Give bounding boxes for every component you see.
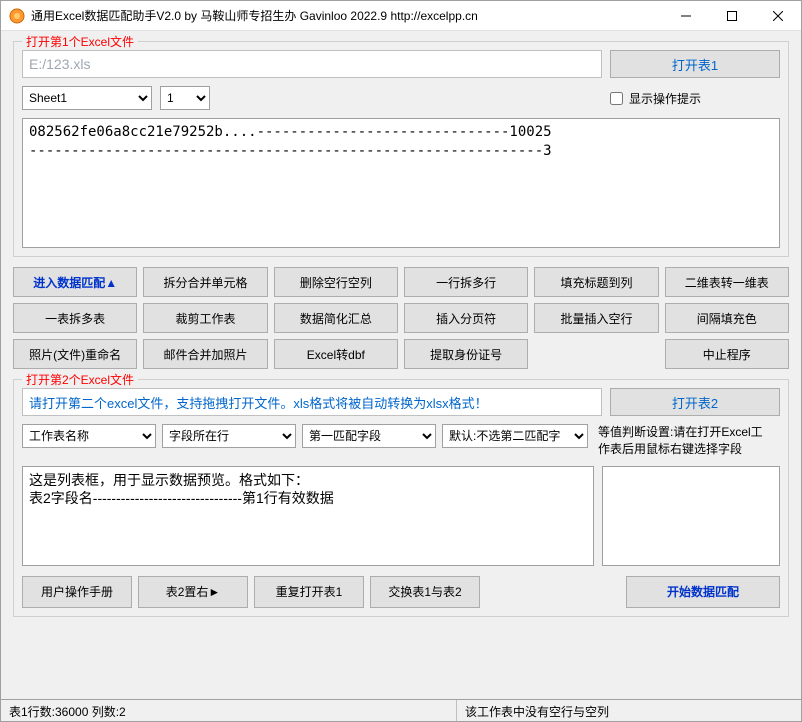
show-hint-label: 显示操作提示 [629,90,701,107]
table2-preview[interactable]: 这是列表框，用于显示数据预览。格式如下： 表2字段名--------------… [22,466,594,566]
tool-button[interactable]: 拆分合并单元格 [143,267,267,297]
window-title: 通用Excel数据匹配助手V2.0 by 马鞍山师专招生办 Gavinloo 2… [31,7,663,24]
file1-path-input[interactable] [22,50,602,78]
legend-1: 打开第1个Excel文件 [22,33,138,50]
tool-button[interactable]: 批量插入空行 [534,303,658,333]
content-area: 打开第1个Excel文件 打开表1 Sheet1 1 显示操作提示 082562… [1,31,801,699]
reopen-table1-button[interactable]: 重复打开表1 [254,576,364,608]
tool-button[interactable]: 间隔填充色 [665,303,789,333]
statusbar: 表1行数:36000 列数:2 该工作表中没有空行与空列 [1,699,801,721]
status-left: 表1行数:36000 列数:2 [1,700,457,721]
equality-note: 等值判断设置:请在打开Excel工作表后用鼠标右键选择字段 [594,424,772,458]
second-match-field-select[interactable]: 默认:不选第二匹配字 [442,424,588,448]
table1-preview[interactable]: 082562fe06a8cc21e79252b....-------------… [22,118,780,248]
app-window: 通用Excel数据匹配助手V2.0 by 马鞍山师专招生办 Gavinloo 2… [0,0,802,722]
status-right: 该工作表中没有空行与空列 [457,700,801,721]
tool-button[interactable]: Excel转dbf [274,339,398,369]
tool-button[interactable]: 进入数据匹配▲ [13,267,137,297]
tool-button[interactable]: 照片(文件)重命名 [13,339,137,369]
swap-tables-button[interactable]: 交换表1与表2 [370,576,480,608]
user-manual-button[interactable]: 用户操作手册 [22,576,132,608]
tool-button[interactable]: 一表拆多表 [13,303,137,333]
show-hint-checkbox[interactable] [610,92,623,105]
table2-right-button[interactable]: 表2置右► [138,576,248,608]
tool-button[interactable]: 中止程序 [665,339,789,369]
row-num-select[interactable]: 1 [160,86,210,110]
open-table1-button[interactable]: 打开表1 [610,50,780,78]
tools-grid: 进入数据匹配▲拆分合并单元格删除空行空列一行拆多行填充标题到列二维表转一维表 一… [13,267,789,369]
window-controls [663,1,801,31]
tool-button[interactable]: 填充标题到列 [534,267,658,297]
tool-button[interactable]: 裁剪工作表 [143,303,267,333]
first-match-field-select[interactable]: 第一匹配字段 [302,424,436,448]
maximize-button[interactable] [709,1,755,31]
sheet-select[interactable]: Sheet1 [22,86,152,110]
tool-button[interactable]: 提取身份证号 [404,339,528,369]
app-icon [9,8,25,24]
open-table2-button[interactable]: 打开表2 [610,388,780,416]
legend-2: 打开第2个Excel文件 [22,371,138,388]
tool-button[interactable]: 一行拆多行 [404,267,528,297]
group-open-file-1: 打开第1个Excel文件 打开表1 Sheet1 1 显示操作提示 082562… [13,41,789,257]
tool-button[interactable]: 删除空行空列 [274,267,398,297]
field-selection-box[interactable] [602,466,780,566]
worksheet-name-select[interactable]: 工作表名称 [22,424,156,448]
minimize-button[interactable] [663,1,709,31]
tool-button[interactable]: 邮件合并加照片 [143,339,267,369]
titlebar: 通用Excel数据匹配助手V2.0 by 马鞍山师专招生办 Gavinloo 2… [1,1,801,31]
group-open-file-2: 打开第2个Excel文件 打开表2 工作表名称 字段所在行 第一匹配字段 默认:… [13,379,789,617]
tool-button[interactable]: 数据简化汇总 [274,303,398,333]
close-button[interactable] [755,1,801,31]
tool-button[interactable]: 二维表转一维表 [665,267,789,297]
field-row-select[interactable]: 字段所在行 [162,424,296,448]
tool-button[interactable]: 插入分页符 [404,303,528,333]
file2-hint-input[interactable] [22,388,602,416]
start-match-button[interactable]: 开始数据匹配 [626,576,780,608]
